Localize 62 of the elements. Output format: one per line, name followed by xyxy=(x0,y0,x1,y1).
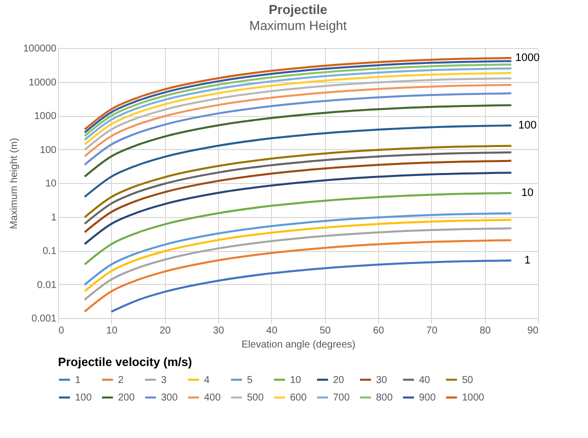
legend-label: 900 xyxy=(419,392,436,404)
x-tick-label: 50 xyxy=(320,326,332,336)
line-series xyxy=(84,84,512,158)
legend-label: 3 xyxy=(161,374,167,386)
annotation: 1000 xyxy=(515,52,540,64)
y-tick-label: 1 xyxy=(50,212,57,224)
y-tick-label: 0.1 xyxy=(42,246,57,257)
y-tick-label: 100000 xyxy=(23,44,57,54)
x-tick-label: 70 xyxy=(426,326,438,336)
x-tick-label: 10 xyxy=(106,326,118,336)
y-tick-label: 100 xyxy=(40,144,57,156)
line-series xyxy=(84,218,512,292)
line-series xyxy=(84,151,512,225)
y-tick-label: 0.01 xyxy=(37,280,57,291)
legend-label: 100 xyxy=(75,392,92,404)
annotation: 100 xyxy=(518,120,537,132)
chart-subtitle: Maximum Height xyxy=(249,18,348,33)
line-series xyxy=(84,227,512,301)
x-tick-label: 20 xyxy=(160,326,172,336)
legend-label: 400 xyxy=(204,392,222,404)
line-series xyxy=(84,144,512,218)
legend-label: 4 xyxy=(204,374,210,386)
legend-label: 500 xyxy=(247,392,264,404)
legend-label: 30 xyxy=(376,374,388,386)
line-series xyxy=(110,259,512,313)
y-axis-title: Maximum height (m) xyxy=(9,138,20,230)
legend-title: Projectile velocity (m/s) xyxy=(58,355,192,369)
legend-label: 200 xyxy=(118,392,136,404)
annotation: 10 xyxy=(521,187,534,200)
y-tick-label: 10 xyxy=(45,178,57,190)
annotation: 1 xyxy=(524,254,531,267)
line-series xyxy=(84,212,512,286)
x-tick-label: 60 xyxy=(372,326,384,336)
x-tick-label: 80 xyxy=(480,326,492,336)
legend-label: 700 xyxy=(333,392,350,404)
line-series xyxy=(84,124,512,198)
line-series xyxy=(84,172,512,246)
y-tick-label: 1000 xyxy=(34,111,57,122)
legend-label: 1 xyxy=(75,374,81,386)
x-axis-title: Elevation angle (degrees) xyxy=(242,340,356,350)
legend-label: 20 xyxy=(333,374,345,386)
x-tick-label: 30 xyxy=(212,326,224,336)
legend-label: 1000 xyxy=(462,392,485,404)
x-tick-label: 0 xyxy=(58,326,64,336)
legend-label: 10 xyxy=(290,374,302,386)
x-tick-label: 40 xyxy=(266,326,278,336)
legend-label: 40 xyxy=(419,374,431,386)
legend-label: 2 xyxy=(118,374,124,386)
line-series xyxy=(84,160,512,234)
legend-label: 300 xyxy=(161,392,178,404)
line-series xyxy=(84,239,512,313)
line-series xyxy=(84,192,512,266)
legend-label: 600 xyxy=(290,392,308,404)
chart-title: Projectile xyxy=(268,2,328,17)
x-tick-label: 90 xyxy=(527,326,539,336)
legend-label: 5 xyxy=(247,374,253,386)
legend-label: 50 xyxy=(462,374,474,386)
y-tick-label: 0.001 xyxy=(31,314,57,324)
line-series xyxy=(84,92,512,166)
legend-label: 800 xyxy=(376,392,394,404)
line-series xyxy=(84,104,512,178)
y-tick-label: 10000 xyxy=(28,77,57,88)
